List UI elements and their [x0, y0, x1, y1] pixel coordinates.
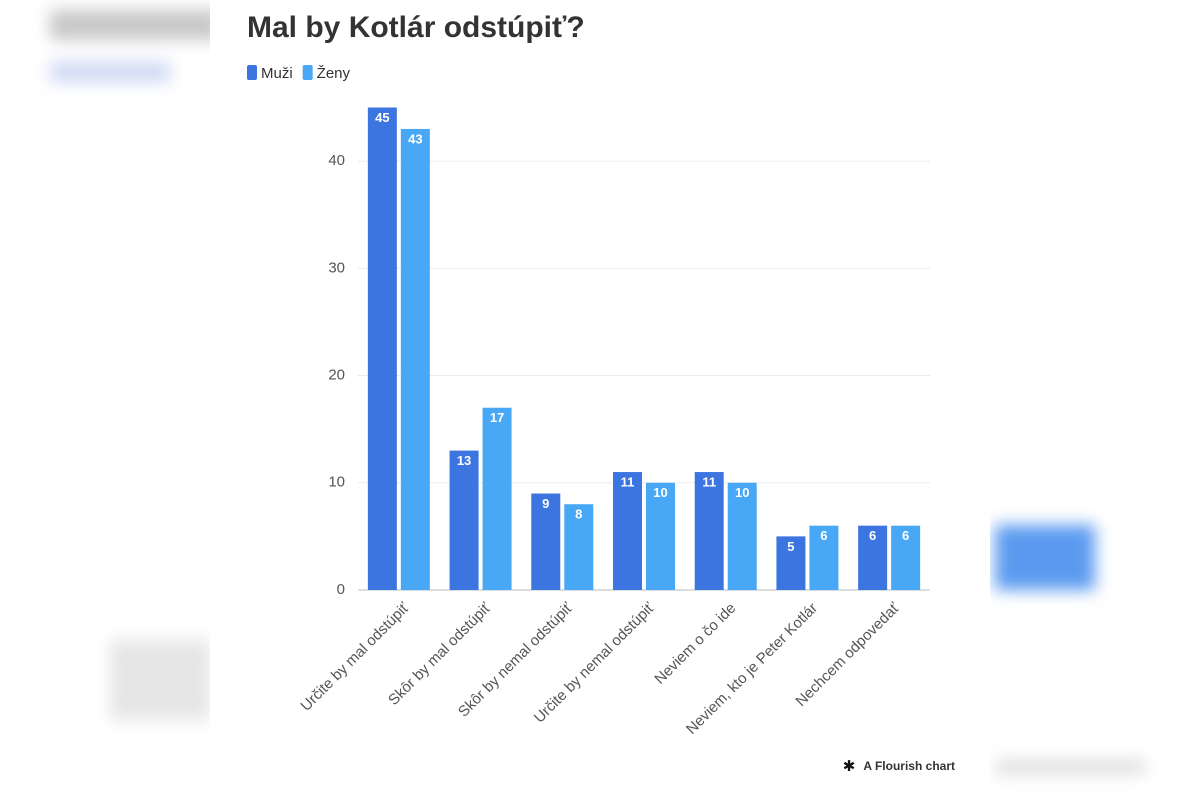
bar — [858, 525, 888, 590]
bar — [564, 504, 594, 590]
background-blur — [50, 62, 170, 82]
bar — [809, 525, 839, 590]
value-label: 6 — [820, 528, 827, 543]
legend-swatch — [247, 65, 257, 80]
bar — [727, 482, 757, 590]
bar — [482, 407, 512, 590]
value-label: 10 — [653, 485, 667, 500]
bar — [531, 493, 561, 590]
chart-title: Mal by Kotlár odstúpiť? — [247, 11, 585, 44]
legend-label: Ženy — [317, 65, 351, 82]
bar — [613, 472, 642, 590]
value-label: 17 — [490, 410, 504, 425]
x-tick-label: Neviem, kto je Peter Kotlár — [683, 600, 821, 738]
bar — [449, 450, 479, 590]
y-tick-label: 0 — [337, 581, 345, 598]
bar — [400, 128, 430, 590]
value-label: 6 — [869, 528, 876, 543]
bar — [776, 536, 806, 590]
value-label: 13 — [457, 453, 471, 468]
background-blur — [50, 10, 220, 40]
value-label: 11 — [621, 474, 635, 489]
bar — [694, 472, 724, 590]
bar — [891, 525, 921, 590]
legend-swatch — [302, 65, 313, 80]
value-label: 9 — [542, 496, 549, 511]
value-label: 45 — [375, 110, 389, 125]
chart-panel — [210, 0, 990, 800]
background-blur — [995, 525, 1095, 590]
background-blur — [110, 640, 210, 720]
footer: A Flourish chart — [863, 759, 955, 773]
value-label: 6 — [902, 528, 909, 543]
flourish-icon: ✱ — [843, 758, 856, 775]
bar — [646, 482, 675, 590]
value-label: 43 — [408, 131, 422, 146]
x-tick-label: Neviem o čo ide — [651, 600, 739, 688]
y-tick-label: 40 — [328, 152, 345, 169]
y-tick-label: 20 — [328, 367, 345, 384]
value-label: 10 — [735, 485, 749, 500]
y-tick-label: 10 — [328, 474, 345, 491]
value-label: 5 — [787, 539, 794, 554]
legend-label: Muži — [261, 65, 293, 82]
bar — [367, 107, 397, 590]
background-blur — [995, 760, 1145, 774]
y-tick-label: 30 — [328, 259, 345, 276]
value-label: 11 — [702, 474, 716, 489]
value-label: 8 — [575, 507, 582, 522]
